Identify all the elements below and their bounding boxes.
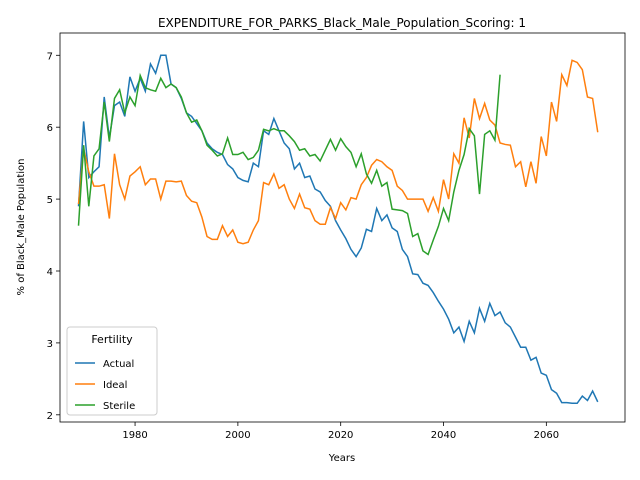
legend-label: Ideal xyxy=(103,380,127,391)
x-tick-label: 2000 xyxy=(225,430,250,441)
y-tick-label: 2 xyxy=(47,411,53,422)
y-tick-label: 3 xyxy=(47,339,53,350)
plot-frame xyxy=(59,32,626,423)
series-line xyxy=(77,54,599,405)
y-tick-label: 5 xyxy=(47,195,53,206)
legend-label: Sterile xyxy=(103,401,135,412)
legend-box xyxy=(66,326,158,416)
y-tick-label: 7 xyxy=(47,51,53,62)
legend-label: Actual xyxy=(103,359,134,370)
chart-title: EXPENDITURE_FOR_PARKS_Black_Male_Populat… xyxy=(158,16,526,30)
legend-title: Fertility xyxy=(91,333,133,346)
x-tick-label: 2020 xyxy=(328,430,353,441)
series-line xyxy=(77,72,501,256)
y-axis-label: % of Black_Male Population xyxy=(16,159,27,296)
y-tick-label: 6 xyxy=(47,123,53,134)
x-tick-label: 2060 xyxy=(534,430,559,441)
y-tick-label: 4 xyxy=(47,267,53,278)
series-line xyxy=(77,59,599,245)
x-axis-label: Years xyxy=(328,453,355,464)
x-tick-label: 2040 xyxy=(431,430,456,441)
x-tick-label: 1980 xyxy=(122,430,147,441)
